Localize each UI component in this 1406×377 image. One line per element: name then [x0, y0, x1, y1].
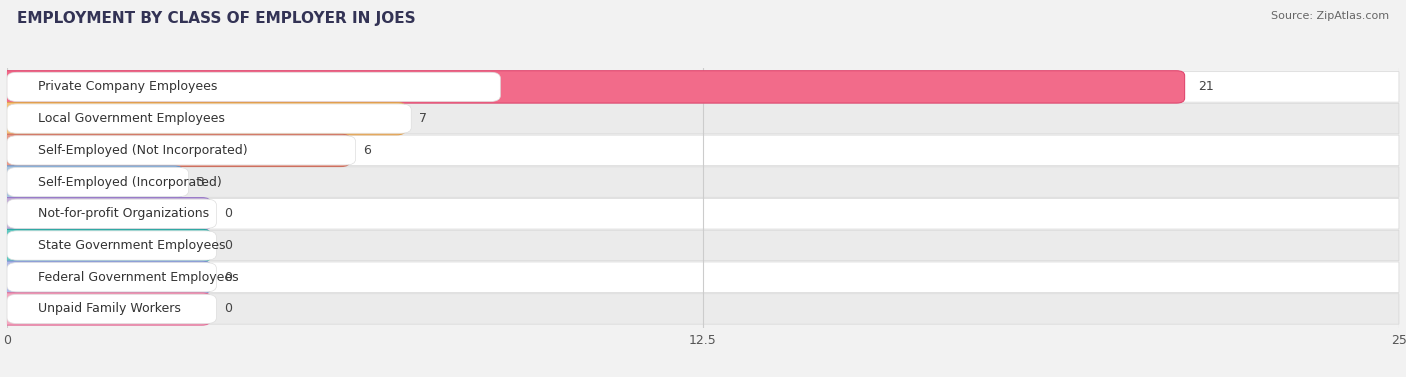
Text: 21: 21	[1198, 80, 1215, 93]
Text: Unpaid Family Workers: Unpaid Family Workers	[38, 302, 180, 316]
Text: Self-Employed (Not Incorporated): Self-Employed (Not Incorporated)	[38, 144, 247, 157]
Text: 0: 0	[224, 302, 232, 316]
FancyBboxPatch shape	[0, 166, 183, 198]
FancyBboxPatch shape	[7, 231, 217, 260]
Text: Not-for-profit Organizations: Not-for-profit Organizations	[38, 207, 208, 220]
FancyBboxPatch shape	[0, 293, 211, 325]
Text: 0: 0	[224, 271, 232, 284]
FancyBboxPatch shape	[0, 71, 1185, 103]
Text: 0: 0	[224, 239, 232, 252]
FancyBboxPatch shape	[7, 262, 1399, 293]
FancyBboxPatch shape	[0, 198, 211, 230]
FancyBboxPatch shape	[7, 72, 1399, 102]
FancyBboxPatch shape	[0, 103, 405, 135]
FancyBboxPatch shape	[7, 263, 217, 292]
Text: 3: 3	[197, 176, 204, 188]
Text: State Government Employees: State Government Employees	[38, 239, 225, 252]
FancyBboxPatch shape	[7, 167, 188, 197]
FancyBboxPatch shape	[7, 230, 1399, 261]
FancyBboxPatch shape	[7, 72, 501, 101]
Text: Self-Employed (Incorporated): Self-Employed (Incorporated)	[38, 176, 221, 188]
Text: EMPLOYMENT BY CLASS OF EMPLOYER IN JOES: EMPLOYMENT BY CLASS OF EMPLOYER IN JOES	[17, 11, 416, 26]
FancyBboxPatch shape	[0, 134, 350, 167]
FancyBboxPatch shape	[7, 103, 1399, 134]
Text: Federal Government Employees: Federal Government Employees	[38, 271, 238, 284]
FancyBboxPatch shape	[7, 104, 411, 133]
FancyBboxPatch shape	[7, 199, 217, 228]
FancyBboxPatch shape	[7, 135, 1399, 166]
FancyBboxPatch shape	[7, 294, 217, 323]
FancyBboxPatch shape	[0, 261, 211, 293]
FancyBboxPatch shape	[7, 294, 1399, 324]
Text: 7: 7	[419, 112, 427, 125]
Text: 0: 0	[224, 207, 232, 220]
FancyBboxPatch shape	[7, 199, 1399, 229]
FancyBboxPatch shape	[0, 229, 211, 262]
Text: Local Government Employees: Local Government Employees	[38, 112, 225, 125]
Text: Private Company Employees: Private Company Employees	[38, 80, 217, 93]
Text: Source: ZipAtlas.com: Source: ZipAtlas.com	[1271, 11, 1389, 21]
FancyBboxPatch shape	[7, 136, 356, 165]
FancyBboxPatch shape	[7, 167, 1399, 197]
Text: 6: 6	[363, 144, 371, 157]
